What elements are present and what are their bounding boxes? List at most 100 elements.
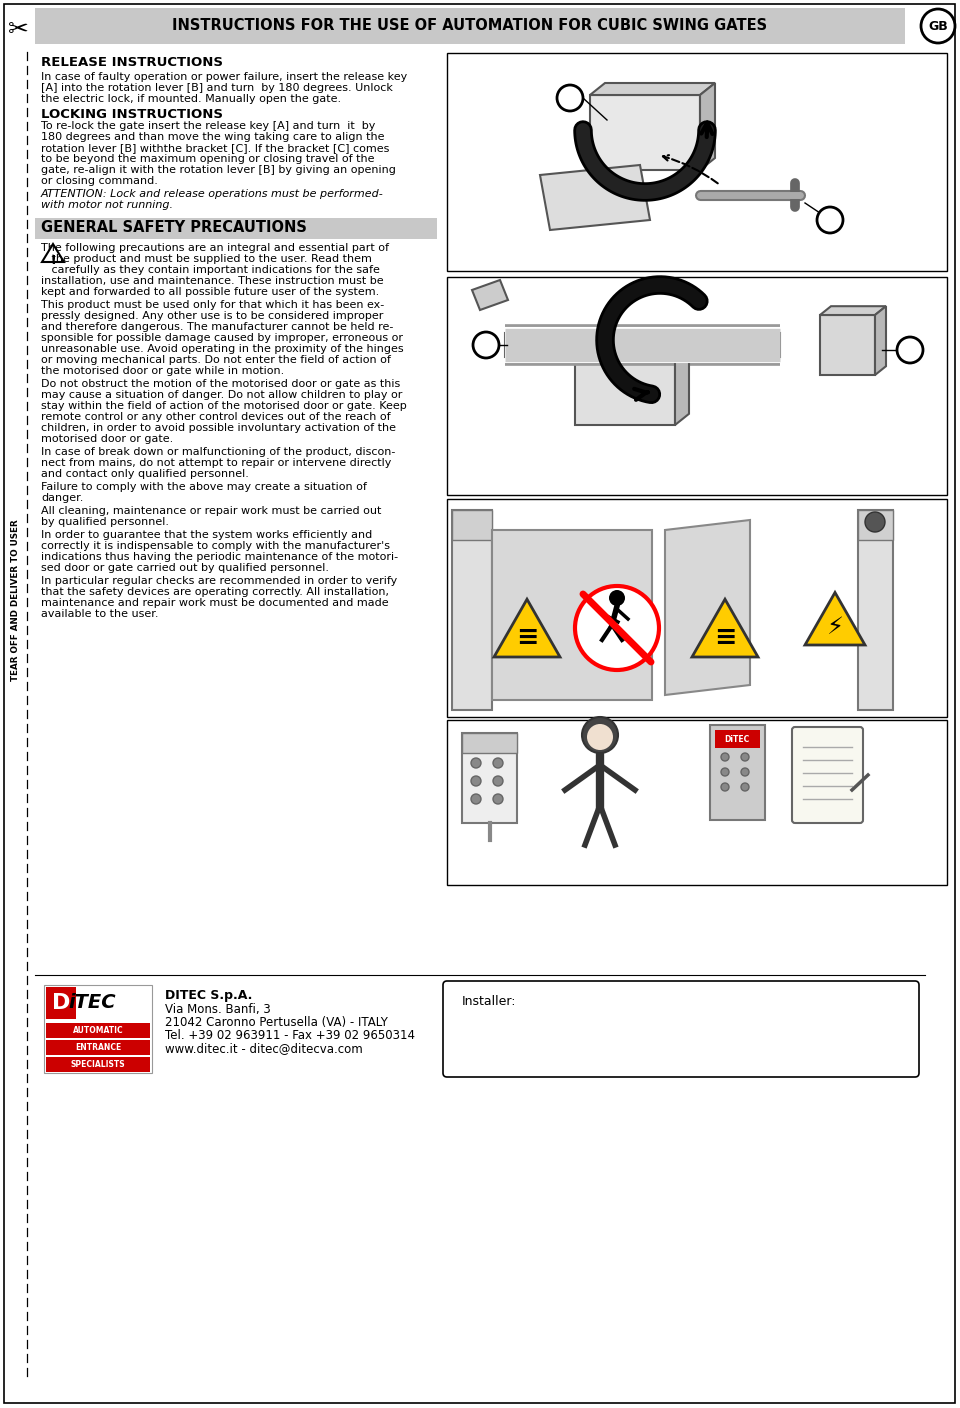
- Text: the motorised door or gate while in motion.: the motorised door or gate while in moti…: [41, 366, 284, 376]
- Text: that the safety devices are operating correctly. All installation,: that the safety devices are operating co…: [41, 587, 389, 597]
- Text: B: B: [481, 338, 491, 352]
- Text: GENERAL SAFETY PRECAUTIONS: GENERAL SAFETY PRECAUTIONS: [41, 221, 307, 235]
- Polygon shape: [494, 600, 560, 658]
- Text: AUTOMATIC: AUTOMATIC: [73, 1026, 123, 1035]
- Circle shape: [741, 767, 749, 776]
- Circle shape: [721, 753, 729, 760]
- Text: C: C: [905, 344, 915, 356]
- Text: stay within the field of action of the motorised door or gate. Keep: stay within the field of action of the m…: [41, 401, 407, 411]
- FancyBboxPatch shape: [46, 1024, 150, 1038]
- Text: maintenance and repair work must be documented and made: maintenance and repair work must be docu…: [41, 598, 389, 608]
- Polygon shape: [665, 520, 750, 696]
- FancyBboxPatch shape: [447, 277, 947, 496]
- Text: sed door or gate carried out by qualified personnel.: sed door or gate carried out by qualifie…: [41, 563, 329, 573]
- Text: ⚡: ⚡: [827, 615, 844, 639]
- Polygon shape: [590, 94, 700, 170]
- Circle shape: [582, 717, 618, 753]
- Circle shape: [609, 590, 625, 605]
- Polygon shape: [875, 306, 886, 375]
- Text: gate, re-align it with the rotation lever [B] by giving an opening: gate, re-align it with the rotation leve…: [41, 165, 396, 175]
- Circle shape: [557, 84, 583, 111]
- Text: B: B: [565, 92, 575, 104]
- Text: by qualified personnel.: by qualified personnel.: [41, 517, 169, 527]
- Text: !: !: [50, 253, 56, 266]
- Text: unreasonable use. Avoid operating in the proximity of the hinges: unreasonable use. Avoid operating in the…: [41, 344, 403, 353]
- Text: rotation lever [B] withthe bracket [C]. If the bracket [C] comes: rotation lever [B] withthe bracket [C]. …: [41, 144, 390, 153]
- Text: In case of faulty operation or power failure, insert the release key: In case of faulty operation or power fai…: [41, 72, 407, 82]
- Polygon shape: [575, 344, 689, 355]
- Polygon shape: [675, 344, 689, 425]
- Circle shape: [473, 332, 499, 358]
- Text: ATTENTION: Lock and release operations must be performed-: ATTENTION: Lock and release operations m…: [41, 189, 384, 199]
- Text: kept and forwarded to all possible future user of the system.: kept and forwarded to all possible futur…: [41, 287, 379, 297]
- Circle shape: [493, 794, 503, 804]
- FancyBboxPatch shape: [443, 981, 919, 1077]
- Text: Failure to comply with the above may create a situation of: Failure to comply with the above may cre…: [41, 482, 367, 491]
- Text: In particular regular checks are recommended in order to verify: In particular regular checks are recomme…: [41, 576, 397, 586]
- Polygon shape: [575, 355, 675, 425]
- Text: All cleaning, maintenance or repair work must be carried out: All cleaning, maintenance or repair work…: [41, 505, 381, 515]
- Text: LOCKING INSTRUCTIONS: LOCKING INSTRUCTIONS: [41, 108, 223, 121]
- FancyBboxPatch shape: [447, 719, 947, 886]
- Text: INSTRUCTIONS FOR THE USE OF AUTOMATION FOR CUBIC SWING GATES: INSTRUCTIONS FOR THE USE OF AUTOMATION F…: [173, 18, 768, 34]
- Circle shape: [587, 724, 613, 750]
- FancyBboxPatch shape: [447, 498, 947, 717]
- Text: ✂: ✂: [8, 18, 29, 42]
- Circle shape: [575, 586, 659, 670]
- FancyBboxPatch shape: [46, 987, 76, 1019]
- Text: ENTRANCE: ENTRANCE: [75, 1043, 121, 1052]
- Text: Installer:: Installer:: [462, 995, 516, 1008]
- Text: and therefore dangerous. The manufacturer cannot be held re-: and therefore dangerous. The manufacture…: [41, 322, 394, 332]
- Text: RELEASE INSTRUCTIONS: RELEASE INSTRUCTIONS: [41, 56, 223, 69]
- Text: and contact only qualified personnel.: and contact only qualified personnel.: [41, 469, 249, 479]
- Text: the electric lock, if mounted. Manually open the gate.: the electric lock, if mounted. Manually …: [41, 94, 341, 104]
- Text: www.ditec.it - ditec@ditecva.com: www.ditec.it - ditec@ditecva.com: [165, 1042, 363, 1055]
- Text: the product and must be supplied to the user. Read them: the product and must be supplied to the …: [41, 253, 372, 265]
- Circle shape: [741, 753, 749, 760]
- FancyBboxPatch shape: [452, 510, 492, 710]
- Circle shape: [493, 776, 503, 786]
- FancyBboxPatch shape: [492, 529, 652, 700]
- FancyBboxPatch shape: [858, 510, 893, 710]
- Polygon shape: [820, 315, 875, 375]
- Polygon shape: [692, 600, 758, 658]
- Text: 180 degrees and than move the wing taking care to align the: 180 degrees and than move the wing takin…: [41, 132, 385, 142]
- Polygon shape: [700, 83, 715, 170]
- Circle shape: [493, 758, 503, 767]
- Text: with motor not running.: with motor not running.: [41, 200, 173, 210]
- Text: pressly designed. Any other use is to be considered improper: pressly designed. Any other use is to be…: [41, 311, 383, 321]
- Text: sponsible for possible damage caused by improper, erroneous or: sponsible for possible damage caused by …: [41, 334, 403, 344]
- Text: danger.: danger.: [41, 493, 84, 503]
- Text: In case of break down or malfunctioning of the product, discon-: In case of break down or malfunctioning …: [41, 446, 396, 458]
- FancyBboxPatch shape: [44, 986, 152, 1073]
- Text: may cause a situation of danger. Do not allow children to play or: may cause a situation of danger. Do not …: [41, 390, 402, 400]
- Circle shape: [471, 794, 481, 804]
- Circle shape: [865, 513, 885, 532]
- FancyBboxPatch shape: [46, 1057, 150, 1071]
- Text: or closing command.: or closing command.: [41, 176, 157, 186]
- Circle shape: [897, 337, 923, 363]
- Text: children, in order to avoid possible involuntary activation of the: children, in order to avoid possible inv…: [41, 422, 396, 434]
- Text: Do not obstruct the motion of the motorised door or gate as this: Do not obstruct the motion of the motori…: [41, 379, 400, 389]
- Text: DITEC S.p.A.: DITEC S.p.A.: [165, 988, 252, 1002]
- Text: DiTEC: DiTEC: [725, 735, 750, 743]
- Text: Via Mons. Banfi, 3: Via Mons. Banfi, 3: [165, 1002, 271, 1017]
- FancyBboxPatch shape: [462, 734, 517, 753]
- Circle shape: [921, 8, 955, 44]
- Text: available to the user.: available to the user.: [41, 610, 158, 620]
- Text: Tel. +39 02 963911 - Fax +39 02 9650314: Tel. +39 02 963911 - Fax +39 02 9650314: [165, 1029, 415, 1042]
- Text: remote control or any other control devices out of the reach of: remote control or any other control devi…: [41, 413, 391, 422]
- Text: ≡: ≡: [714, 625, 736, 650]
- Polygon shape: [540, 165, 650, 230]
- Text: SPECIALISTS: SPECIALISTS: [71, 1060, 126, 1069]
- Text: carefully as they contain important indications for the safe: carefully as they contain important indi…: [41, 265, 380, 275]
- Text: D: D: [52, 993, 70, 1012]
- FancyBboxPatch shape: [462, 734, 517, 824]
- Polygon shape: [472, 280, 508, 310]
- Circle shape: [817, 207, 843, 232]
- Text: motorised door or gate.: motorised door or gate.: [41, 434, 173, 444]
- Text: indications thus having the periodic maintenance of the motori-: indications thus having the periodic mai…: [41, 552, 398, 562]
- Text: This product must be used only for that which it has been ex-: This product must be used only for that …: [41, 300, 384, 310]
- Text: [A] into the rotation lever [B] and turn  by 180 degrees. Unlock: [A] into the rotation lever [B] and turn…: [41, 83, 393, 93]
- FancyBboxPatch shape: [452, 510, 492, 541]
